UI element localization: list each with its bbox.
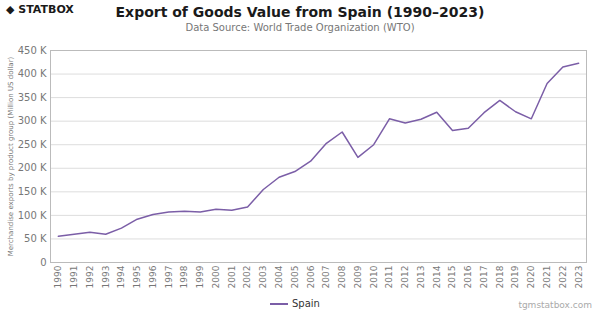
svg-text:2007: 2007 xyxy=(321,266,331,289)
svg-text:2005: 2005 xyxy=(290,266,300,289)
svg-text:300 K: 300 K xyxy=(18,115,47,126)
svg-text:2012: 2012 xyxy=(400,266,410,289)
svg-text:400 K: 400 K xyxy=(18,68,47,79)
svg-text:2015: 2015 xyxy=(447,266,457,289)
svg-text:2006: 2006 xyxy=(305,265,315,288)
svg-text:2010: 2010 xyxy=(369,265,379,288)
svg-text:1998: 1998 xyxy=(179,265,189,288)
html-text:Spain: Spain xyxy=(292,298,320,309)
svg-text:0: 0 xyxy=(40,257,46,268)
svg-text:1991: 1991 xyxy=(69,266,79,289)
svg-text:Merchandise exports by product: Merchandise exports by product group (Mi… xyxy=(7,56,15,256)
svg-text:2013: 2013 xyxy=(416,266,426,289)
svg-text:2019: 2019 xyxy=(510,265,520,288)
svg-text:50 K: 50 K xyxy=(24,233,47,244)
svg-text:2003: 2003 xyxy=(258,266,268,289)
html-text:tgmstatbox.com: tgmstatbox.com xyxy=(518,300,592,310)
svg-text:2004: 2004 xyxy=(274,265,284,288)
svg-text:250 K: 250 K xyxy=(18,139,47,150)
svg-text:2011: 2011 xyxy=(384,266,394,289)
svg-text:2001: 2001 xyxy=(227,266,237,289)
svg-text:450 K: 450 K xyxy=(18,45,47,56)
svg-text:150 K: 150 K xyxy=(18,186,47,197)
svg-text:2000: 2000 xyxy=(211,265,221,288)
svg-text:1992: 1992 xyxy=(85,266,95,289)
svg-text:1995: 1995 xyxy=(132,266,142,289)
svg-text:2008: 2008 xyxy=(337,265,347,288)
svg-text:2023: 2023 xyxy=(573,266,583,289)
html-text:◆ STATBOX: ◆ STATBOX xyxy=(6,3,74,16)
svg-text:2014: 2014 xyxy=(432,265,442,288)
svg-text:2022: 2022 xyxy=(558,266,568,289)
svg-text:1996: 1996 xyxy=(148,265,158,288)
svg-text:200 K: 200 K xyxy=(18,162,47,173)
svg-text:1997: 1997 xyxy=(164,266,174,289)
svg-text:2017: 2017 xyxy=(479,266,489,289)
svg-text:1999: 1999 xyxy=(195,265,205,288)
svg-text:2021: 2021 xyxy=(542,266,552,289)
svg-text:2018: 2018 xyxy=(495,265,505,288)
html-text:Export of Goods Value from Spa: Export of Goods Value from Spain (1990–2… xyxy=(115,4,485,20)
svg-text:100 K: 100 K xyxy=(18,210,47,221)
svg-text:1990: 1990 xyxy=(53,265,63,288)
html-text:Data Source: World Trade Organ: Data Source: World Trade Organization (W… xyxy=(185,22,415,33)
svg-text:350 K: 350 K xyxy=(18,92,47,103)
svg-text:1994: 1994 xyxy=(116,265,126,288)
svg-text:2020: 2020 xyxy=(526,265,536,288)
svg-text:2016: 2016 xyxy=(463,265,473,288)
svg-text:2002: 2002 xyxy=(242,266,252,289)
svg-text:1993: 1993 xyxy=(101,266,111,289)
svg-text:2009: 2009 xyxy=(353,265,363,288)
